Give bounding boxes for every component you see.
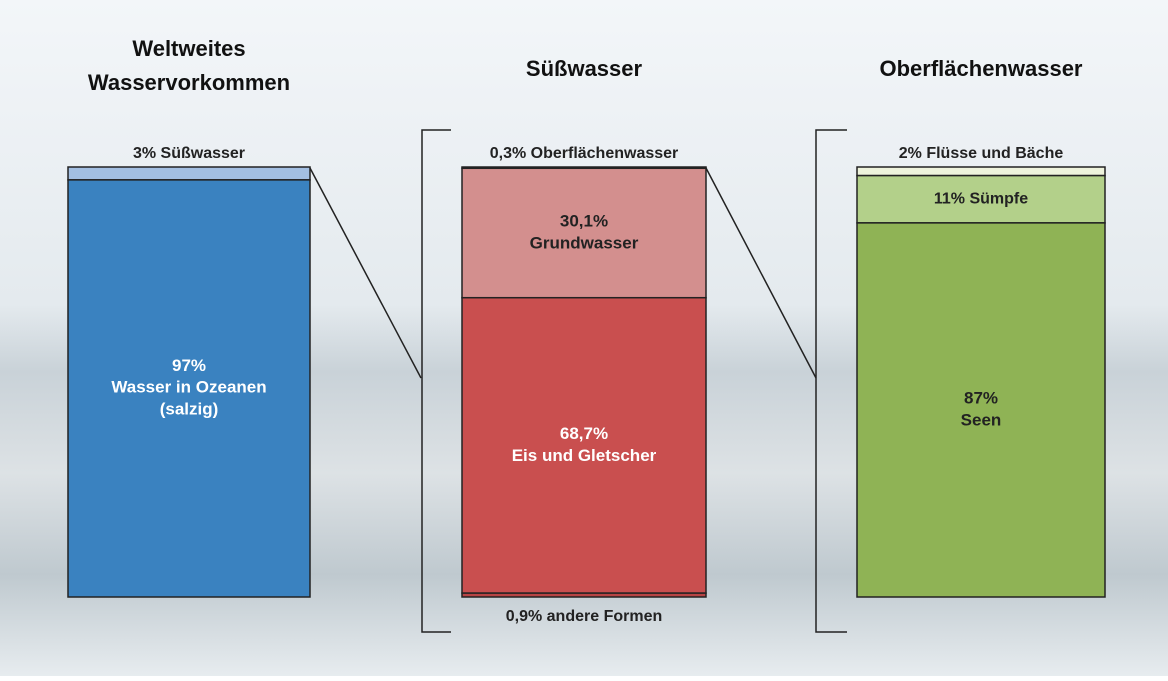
chart-title: Süßwasser <box>526 56 643 81</box>
name-line: (salzig) <box>160 400 219 419</box>
segment <box>68 167 310 180</box>
title-line: Wasservorkommen <box>88 70 290 95</box>
series-name: Süßwasser <box>161 145 245 162</box>
segment <box>857 167 1105 176</box>
value-label: 2% <box>899 145 922 162</box>
value-label: 97% <box>172 356 206 375</box>
value-label: 30,1% <box>560 211 608 230</box>
segment-label: 11% Sümpfe <box>934 190 1028 207</box>
series-name: Sümpfe <box>969 190 1028 207</box>
segment-label: 3% Süßwasser <box>133 145 245 162</box>
name-line: Wasser in Ozeanen <box>111 378 266 397</box>
series-name: Eis und Gletscher <box>512 446 657 465</box>
series-name: Flüsse und Bäche <box>926 145 1063 162</box>
title-line: Weltweites <box>132 36 245 61</box>
value-label: 0,9% <box>506 608 542 625</box>
segment <box>462 593 706 597</box>
value-label: 11% <box>934 190 965 207</box>
series-name: Grundwasser <box>530 233 639 252</box>
value-label: 0,3% <box>490 145 526 162</box>
value-label: 3% <box>133 145 156 162</box>
segment-label: 0,3% Oberflächenwasser <box>490 145 679 162</box>
segment-label: 0,9% andere Formen <box>506 608 663 625</box>
chart-title: Oberflächenwasser <box>880 56 1083 81</box>
series-name: Oberflächenwasser <box>531 145 679 162</box>
value-label: 68,7% <box>560 424 608 443</box>
chart: Weltweites Wasservorkommen 3% Süßwasser 97%… <box>0 0 1168 676</box>
page: Weltweites Wasservorkommen 3% Süßwasser 97%… <box>0 0 1168 676</box>
segment-label: 2% Flüsse und Bäche <box>899 145 1064 162</box>
series-name: andere Formen <box>547 608 663 625</box>
series-name: Seen <box>961 410 1002 429</box>
value-label: 87% <box>964 388 998 407</box>
